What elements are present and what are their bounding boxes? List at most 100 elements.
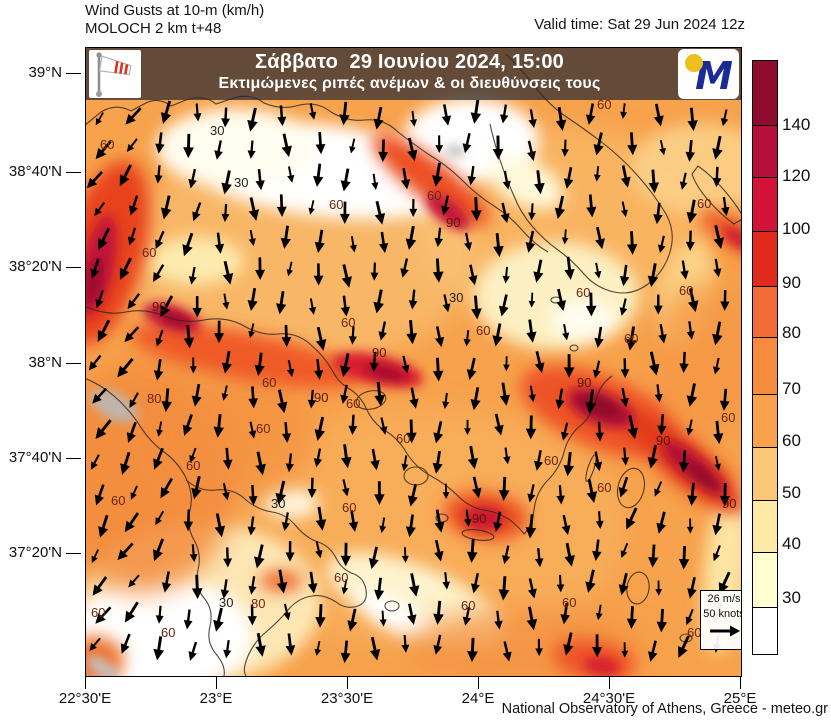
contour-value-label: 60 [721,410,736,425]
wind-arrow [95,419,112,440]
contour-value-label: 30 [271,496,286,511]
wind-arrow [713,420,724,445]
wind-arrow [285,633,296,656]
wind-arrow [94,201,106,217]
wind-arrow [247,604,257,626]
wind-arrow [348,326,357,345]
wind-arrow [563,451,575,477]
contour-value-label: 90 [314,390,329,405]
wind-arrow [192,296,202,318]
wind-arrow [648,351,660,376]
wind-arrow [120,451,131,475]
wind-arrow [248,576,257,595]
wind-arrow [94,484,105,506]
wind-arrow [712,513,723,536]
wind-arrow [285,453,295,473]
wind-arrow [95,112,104,126]
wind-arrow [280,225,291,249]
wind-arrow [525,230,536,253]
wind-arrow [593,132,604,156]
wind-arrow [618,572,629,596]
colorbar-tick-label: 50 [782,483,801,502]
wind-arrow [592,360,601,379]
wind-arrow [340,295,350,317]
lat-tick-label: 39°N [28,64,62,81]
wind-arrow [713,224,724,250]
wind-arrow [340,168,351,192]
wind-arrow [525,514,537,539]
wind-arrow [442,294,451,313]
wind-arrow [248,386,259,409]
wind-arrow [712,135,723,160]
wind-arrow [255,257,266,280]
wind-arrow [685,608,694,626]
wind-arrow [560,602,570,625]
wind-arrow [119,257,132,280]
wind-arrow [592,539,602,562]
wind-arrow [156,421,164,437]
contour-value-label: 60 [687,625,702,640]
wind-arrow [341,444,352,469]
lon-tick-mark [84,676,86,689]
wind-arrow [585,103,596,125]
wind-arrow [370,448,380,471]
colorbar-tick-label: 100 [782,219,811,238]
wind-arrow [283,603,291,621]
wind-arrow [527,140,536,161]
wind-arrow [276,194,287,217]
wind-arrow [679,450,689,473]
wind-arrow [432,258,444,283]
wind-arrow [189,447,197,463]
wind-arrow [307,477,317,499]
wind-arrow [255,451,266,476]
wind-arrow [214,140,223,160]
wind-arrow [161,388,172,413]
wind-arrow [533,450,544,471]
wind-arrow [368,546,379,570]
wind-arrow [686,199,698,224]
wind-arrow [213,414,224,438]
valid-time-label: Valid time: Sat 29 Jun 2024 12z [534,16,745,33]
wind-arrow [182,413,193,436]
contour-value-label: 90 [577,375,592,390]
wind-arrow [183,609,193,630]
wind-arrow [339,201,350,224]
lon-tick-label: 22°30'E [58,690,112,707]
wind-arrow [556,485,565,505]
wind-arrow [286,360,295,378]
contour-value-label: 60 [161,625,176,640]
wind-arrow [527,578,537,599]
banner-subtitle: Εκτιμώμενες ριπές ανέμων & οι διευθύνσει… [218,75,601,92]
colorbar-segment [753,231,777,286]
wind-arrow [153,358,164,381]
wind-arrow [371,173,379,190]
wind-arrow [655,580,663,596]
wind-arrow [313,263,324,286]
wind-arrow [712,357,721,375]
wind-arrow [586,478,598,503]
wind-arrow [88,354,102,371]
wind-arrow [313,448,323,468]
wind-arrow [620,165,631,188]
contour-value-label: 60 [697,196,712,211]
wind-arrow [686,518,694,534]
lon-tick-mark [215,676,217,689]
lon-tick-label: 25°E [723,690,757,707]
wind-arrow [471,295,482,320]
wind-arrow [374,200,386,225]
contour-value-label: 60 [342,500,357,515]
wind-arrow [555,106,567,132]
colorbar-segment [753,552,777,607]
contour-value-label: 90 [656,433,671,448]
wind-arrow [409,387,419,409]
wind-arrow [223,547,233,568]
contour-value-label: 30 [449,290,464,305]
contour-value-label: 60 [461,598,476,613]
wind-arrow [595,421,604,442]
wind-arrow [498,576,510,601]
contour-value-label: 60 [346,396,361,411]
wind-arrow [117,542,134,561]
wind-arrow [307,571,318,594]
wind-arrow [160,100,172,124]
colorbar-segment [753,125,777,177]
